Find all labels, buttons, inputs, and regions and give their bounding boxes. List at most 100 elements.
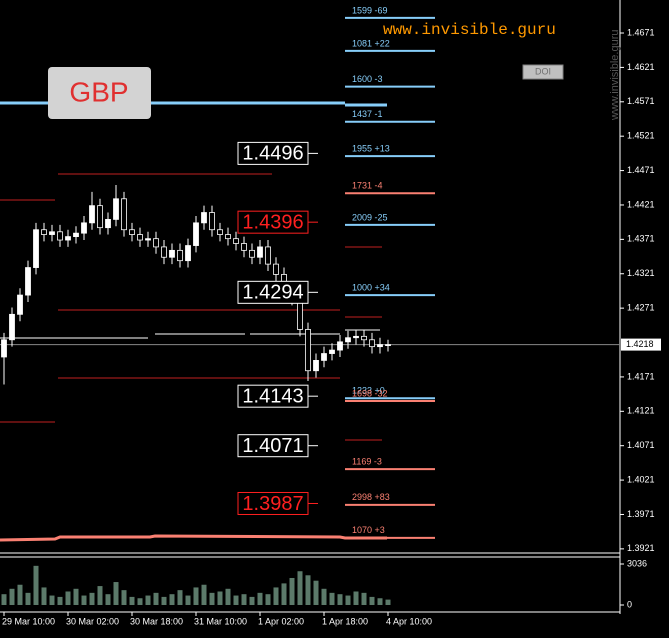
volume-bar [353, 591, 359, 605]
volume-bar [369, 596, 375, 605]
level-label: 1437 -1 [352, 109, 383, 119]
volume-bar [9, 588, 15, 605]
candle-body [177, 249, 183, 262]
level-label: 1600 -3 [352, 74, 383, 84]
volume-tick-label: 0 [627, 599, 632, 609]
candle-body [105, 219, 111, 229]
site-text: www.invisible.guru [383, 21, 556, 39]
candle-body [57, 231, 63, 241]
current-price-label: 1.4218 [626, 339, 654, 349]
volume-bar [233, 595, 239, 605]
volume-bar [305, 575, 311, 605]
volume-bar [337, 594, 343, 605]
symbol-box [48, 67, 151, 119]
x-tick-label: 30 Mar 18:00 [130, 616, 183, 626]
volume-bar [265, 594, 271, 605]
price-box-label: 1.4143 [242, 385, 303, 407]
volume-tick-label: 3036 [627, 558, 647, 568]
candle-body [161, 246, 167, 258]
x-tick-label: 1 Apr 02:00 [258, 616, 304, 626]
candle-body [97, 205, 103, 229]
volume-bar [33, 565, 39, 605]
volume-bar [81, 595, 87, 605]
level-label: 1955 +13 [352, 144, 390, 154]
level-label: 1081 +22 [352, 38, 390, 48]
candle-body [49, 231, 55, 235]
candle-body [9, 313, 15, 341]
candle-body [225, 234, 231, 240]
volume-bar [201, 584, 207, 605]
volume-bar [289, 577, 295, 605]
volume-bar [25, 592, 31, 605]
volume-bar [385, 599, 391, 605]
candle-body [129, 229, 135, 235]
candle-body [153, 238, 159, 248]
volume-bar [153, 592, 159, 605]
volume-bar [321, 588, 327, 605]
candle-body [241, 243, 247, 251]
volume-bar [177, 590, 183, 605]
volume-bar [57, 596, 63, 605]
y-tick-label: 1.4471 [627, 165, 655, 175]
candle-body [321, 353, 327, 361]
volume-bar [89, 592, 95, 605]
volume-bar [217, 591, 223, 605]
volume-bar [329, 592, 335, 605]
candle-body [369, 339, 375, 348]
level-label: 2998 +83 [352, 492, 390, 502]
current-price-box [621, 338, 661, 351]
level-label: 1599 -69 [352, 5, 388, 15]
volume-bar [257, 592, 263, 605]
candle-body [249, 249, 255, 258]
candle-body [257, 246, 263, 258]
candle-body [217, 229, 223, 235]
volume-bar [17, 584, 23, 605]
y-tick-label: 1.4671 [627, 27, 655, 37]
doi-button-label[interactable]: DOI [535, 66, 551, 76]
symbol: GBP [69, 76, 128, 107]
level-label: 1070 +3 [352, 525, 385, 535]
candle-body [33, 229, 39, 268]
candle-body [361, 335, 367, 341]
candle-body [169, 249, 175, 258]
y-tick-label: 1.3971 [627, 509, 655, 519]
candle-body [41, 229, 47, 235]
volume-bar [377, 598, 383, 605]
candle-body [145, 238, 151, 241]
y-tick-label: 1.4521 [627, 131, 655, 141]
candle-body [25, 267, 31, 296]
candle-body [385, 344, 391, 346]
candle-body [113, 198, 119, 220]
candle-body [193, 222, 199, 246]
y-tick-label: 1.4571 [627, 96, 655, 106]
volume-bar [65, 591, 71, 605]
price-box-label: 1.4496 [242, 143, 303, 165]
price-box-label: 1.4396 [242, 211, 303, 233]
level-label: 1233 +0 [352, 386, 385, 396]
y-tick-label: 1.4371 [627, 234, 655, 244]
y-tick-label: 1.4071 [627, 440, 655, 450]
candle-body [201, 212, 207, 224]
volume-bar [113, 582, 119, 605]
volume-bar [41, 587, 47, 605]
candle-body [305, 329, 311, 372]
candle-body [337, 341, 343, 351]
level-label: 1698 -32 [352, 388, 388, 398]
level-label: 1000 +34 [352, 282, 390, 292]
volume-bar [97, 586, 103, 605]
candle-body [65, 236, 71, 241]
x-tick-label: 29 Mar 10:00 [2, 616, 55, 626]
candle-body [137, 234, 143, 241]
volume-bar [249, 596, 255, 605]
y-tick-label: 1.4171 [627, 371, 655, 381]
doi-button[interactable] [522, 64, 564, 80]
candle-body [209, 212, 215, 231]
candle-body [313, 360, 319, 372]
y-tick-label: 1.4621 [627, 62, 655, 72]
candle-body [329, 349, 335, 354]
volume-bar [1, 594, 7, 605]
y-tick-label: 1.4121 [627, 406, 655, 416]
candle-body [353, 335, 359, 339]
volume-bar [313, 580, 319, 605]
